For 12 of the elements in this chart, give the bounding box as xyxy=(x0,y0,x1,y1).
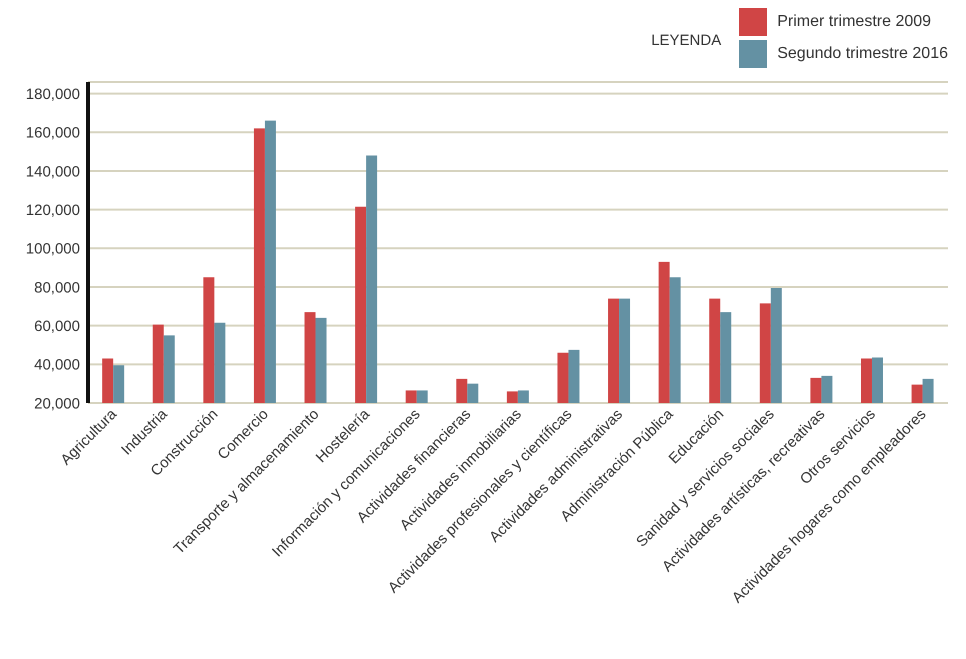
y-tick-label: 20,000 xyxy=(34,395,80,412)
y-tick-label: 120,000 xyxy=(26,202,80,219)
y-tick-label: 180,000 xyxy=(26,86,80,103)
y-tick-label: 80,000 xyxy=(34,279,80,296)
legend-label: Primer trimestre 2009 xyxy=(777,13,932,31)
y-tick-label: 40,000 xyxy=(34,356,80,374)
y-tick-label: 160,000 xyxy=(26,124,80,142)
y-tick-label: 140,000 xyxy=(26,163,80,180)
y-tick-label: 60,000 xyxy=(34,318,80,335)
legend-title: LEYENDA xyxy=(651,32,722,48)
y-tick-label: 100,000 xyxy=(26,240,80,258)
legend-label: Segundo trimestre 2016 xyxy=(777,45,948,63)
